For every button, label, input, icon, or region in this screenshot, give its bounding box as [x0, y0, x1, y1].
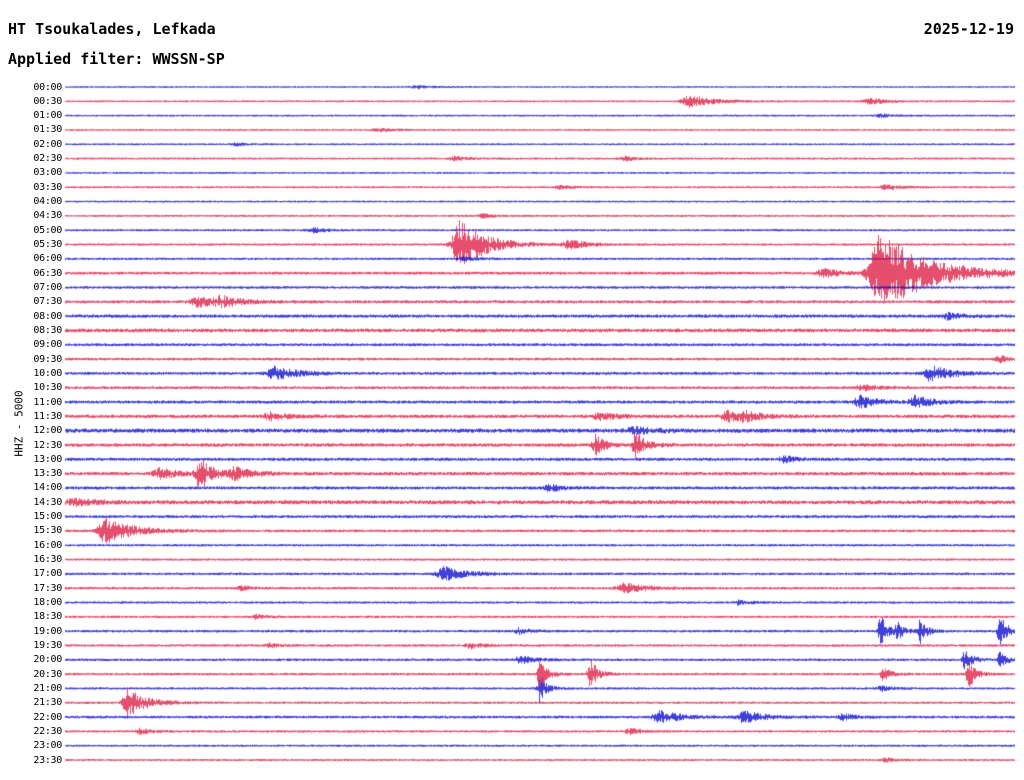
seismogram-canvas	[0, 0, 1024, 780]
helicorder-page: HT Tsoukalades, Lefkada 2025-12-19 Appli…	[0, 0, 1024, 780]
